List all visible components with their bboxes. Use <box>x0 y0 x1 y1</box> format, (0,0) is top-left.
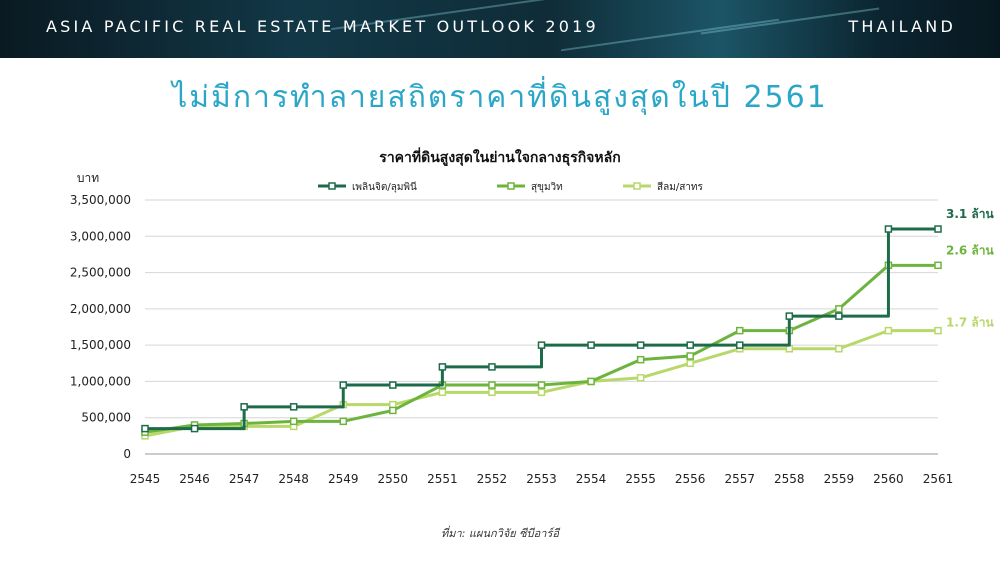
data-point <box>587 341 595 349</box>
y-tick-label: 3,500,000 <box>70 193 131 207</box>
x-tick-label: 2551 <box>427 472 458 486</box>
series-end-label: 2.6 ล้าน <box>946 243 995 257</box>
y-axis-label: บาท <box>77 171 99 185</box>
y-tick-label: 0 <box>123 447 131 461</box>
x-tick-label: 2549 <box>328 472 359 486</box>
data-point <box>289 417 298 426</box>
x-tick-label: 2545 <box>130 472 161 486</box>
x-tick-label: 2550 <box>378 472 409 486</box>
legend-marker <box>633 182 641 190</box>
data-point <box>289 403 298 411</box>
x-tick-label: 2548 <box>278 472 309 486</box>
data-point <box>636 374 645 382</box>
legend-marker <box>328 182 336 190</box>
x-tick-label: 2547 <box>229 472 260 486</box>
data-point <box>785 345 794 353</box>
data-point <box>835 345 843 353</box>
data-point <box>240 403 248 411</box>
y-tick-label: 2,000,000 <box>70 302 131 316</box>
legend-label: เพลินจิต/ลุมพินี <box>352 181 417 193</box>
data-point <box>884 326 893 335</box>
data-point <box>736 341 744 349</box>
data-point <box>636 355 645 364</box>
legend-label: สีลม/สาทร <box>657 181 704 193</box>
data-point <box>488 363 496 371</box>
data-point <box>339 381 347 389</box>
data-point <box>587 377 595 386</box>
header-banner: ASIA PACIFIC REAL ESTATE MARKET OUTLOOK … <box>0 0 1000 58</box>
data-point <box>736 326 744 335</box>
x-tick-label: 2556 <box>675 472 706 486</box>
data-point <box>686 341 694 349</box>
data-point <box>438 363 447 371</box>
y-tick-label: 2,500,000 <box>70 266 131 280</box>
data-point <box>884 225 893 233</box>
y-tick-label: 1,000,000 <box>70 374 131 388</box>
x-tick-label: 2546 <box>179 472 210 486</box>
data-point <box>389 406 397 415</box>
y-tick-label: 1,500,000 <box>70 338 131 352</box>
x-tick-label: 2552 <box>477 472 508 486</box>
data-point <box>934 261 942 270</box>
data-point <box>537 388 546 397</box>
x-tick-label: 2559 <box>824 472 855 486</box>
data-point <box>785 312 794 320</box>
data-point <box>835 312 843 320</box>
data-point <box>438 388 447 397</box>
x-tick-label: 2555 <box>625 472 656 486</box>
data-point <box>339 417 347 426</box>
x-tick-label: 2554 <box>576 472 607 486</box>
source-note: ที่มา: แผนกวิจัย ซีบีอาร์อี <box>441 527 559 540</box>
x-tick-label: 2557 <box>724 472 755 486</box>
data-point <box>686 359 694 368</box>
data-point <box>389 381 397 389</box>
data-point <box>537 341 546 349</box>
report-title: ASIA PACIFIC REAL ESTATE MARKET OUTLOOK … <box>46 17 599 36</box>
x-tick-label: 2558 <box>774 472 805 486</box>
series-end-label: 3.1 ล้าน <box>946 207 995 221</box>
data-point <box>488 381 496 389</box>
y-tick-label: 500,000 <box>81 411 131 425</box>
country-label: THAILAND <box>848 17 956 36</box>
data-point <box>835 305 843 313</box>
legend-marker <box>507 182 515 190</box>
y-tick-label: 3,000,000 <box>70 229 131 243</box>
data-point <box>934 225 942 233</box>
data-point <box>488 388 496 397</box>
legend-label: สุขุมวิท <box>531 182 563 193</box>
data-point <box>934 326 942 335</box>
data-point <box>537 381 546 389</box>
series-line <box>145 227 938 431</box>
data-point <box>141 424 149 433</box>
page-headline: ไม่มีการทำลายสถิตราคาที่ดินสูงสุดในปี 25… <box>172 80 828 115</box>
data-point <box>636 341 645 349</box>
x-tick-label: 2561 <box>923 472 954 486</box>
chart-title: ราคาที่ดินสูงสุดในย่านใจกลางธุรกิจหลัก <box>379 147 620 166</box>
x-tick-label: 2560 <box>873 472 904 486</box>
data-point <box>190 424 199 433</box>
series-end-label: 1.7 ล้าน <box>946 316 995 330</box>
x-tick-label: 2553 <box>526 472 557 486</box>
data-point <box>686 352 694 360</box>
